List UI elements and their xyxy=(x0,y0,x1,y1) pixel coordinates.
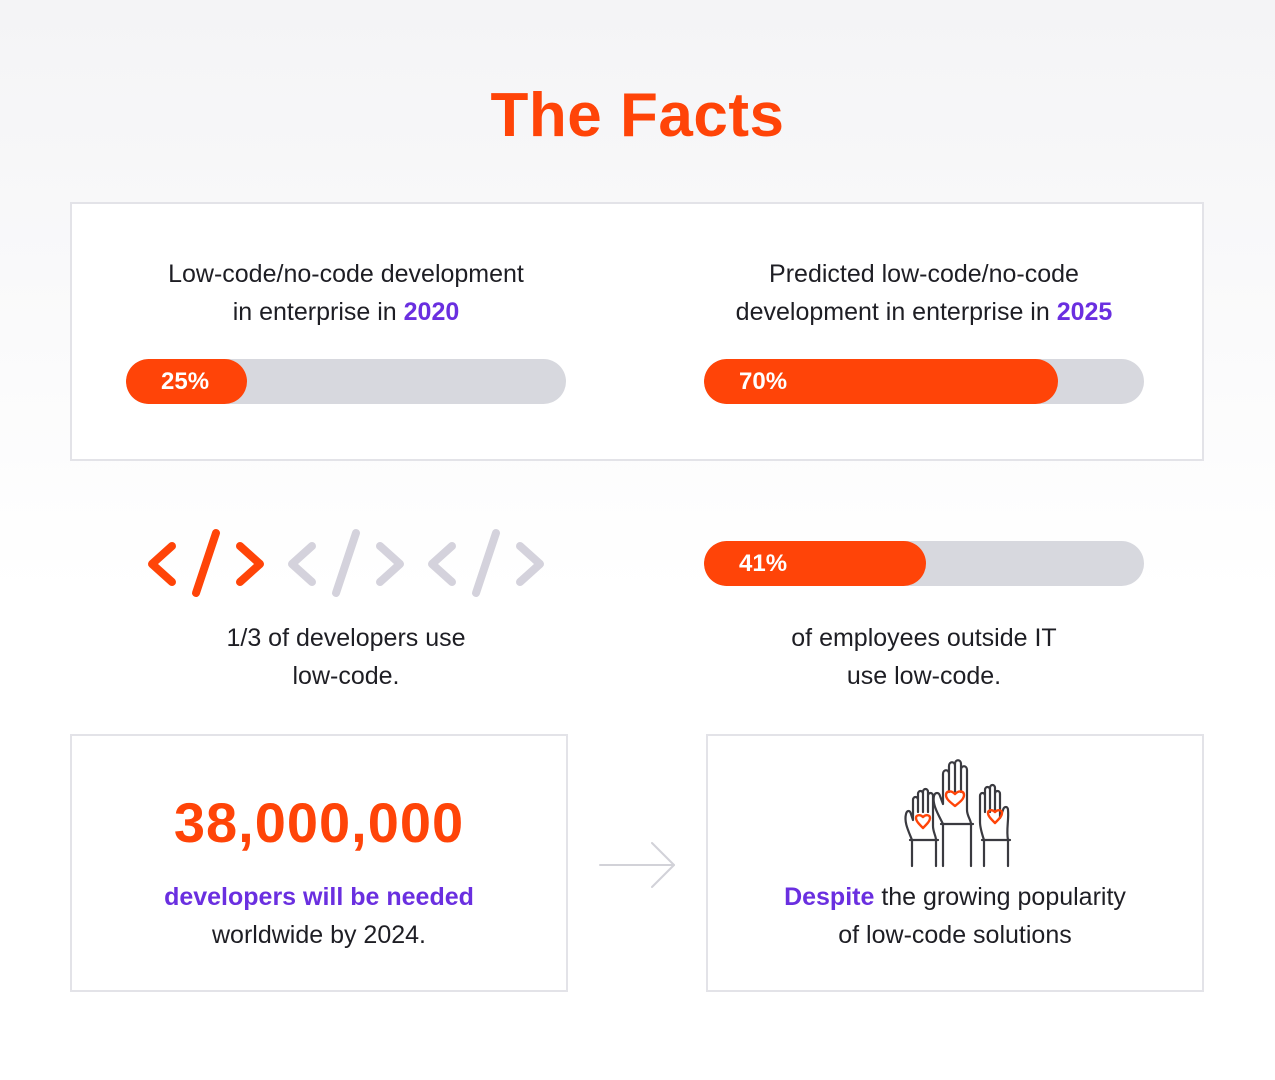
developer-demand-box xyxy=(70,734,568,992)
progress-fill xyxy=(704,541,927,586)
caption-line: Despite the growing popularity xyxy=(784,883,1126,911)
caption-line: development in enterprise in 2025 xyxy=(735,298,1113,326)
year-highlight: 2020 xyxy=(403,298,460,326)
developer-demand-number: 38,000,000 xyxy=(173,791,465,854)
progress-fill xyxy=(704,359,1059,404)
code-icon xyxy=(148,529,264,597)
enterprise-2020-caption: Low-code/no-code development in enterpri… xyxy=(96,255,596,331)
developers-caption: 1/3 of developers use low-code. xyxy=(96,619,596,695)
raised-hands-hearts-icon xyxy=(904,759,1012,868)
year-highlight: 2025 xyxy=(1056,298,1113,326)
code-icon xyxy=(428,529,544,597)
progress-bar-2020: 25% xyxy=(126,359,566,404)
popularity-caption: Despite the growing popularity of low-co… xyxy=(708,878,1202,954)
caption-highlight: developers will be needed xyxy=(164,883,474,911)
caption-line: worldwide by 2024. xyxy=(211,921,426,949)
caption-line: of low-code solutions xyxy=(838,921,1072,949)
progress-bar-2025: 70% xyxy=(704,359,1144,404)
enterprise-stats-box xyxy=(70,202,1204,461)
progress-fill xyxy=(126,359,247,404)
developer-demand-caption: developers will be needed worldwide by 2… xyxy=(72,878,566,954)
progress-percent-label: 25% xyxy=(161,368,210,395)
caption-line: of employees outside IT xyxy=(791,624,1057,652)
caption-line: low-code. xyxy=(292,662,400,690)
caption-line: in enterprise in 2020 xyxy=(232,298,460,326)
progress-percent-label: 41% xyxy=(739,550,788,577)
caption-line: use low-code. xyxy=(846,662,1002,690)
progress-bar-employees: 41% xyxy=(704,541,1144,586)
employees-caption: of employees outside IT use low-code. xyxy=(674,619,1174,695)
arrow-right-icon xyxy=(599,842,675,888)
page-title: The Facts xyxy=(490,81,785,150)
progress-percent-label: 70% xyxy=(739,368,788,395)
caption-line: 1/3 of developers use xyxy=(226,624,466,652)
caption-line: Low-code/no-code development xyxy=(168,260,524,288)
code-icon xyxy=(288,529,404,597)
caption-line: Predicted low-code/no-code xyxy=(769,260,1079,288)
enterprise-2025-caption: Predicted low-code/no-code development i… xyxy=(674,255,1174,331)
caption-highlight: Despite xyxy=(784,883,875,911)
